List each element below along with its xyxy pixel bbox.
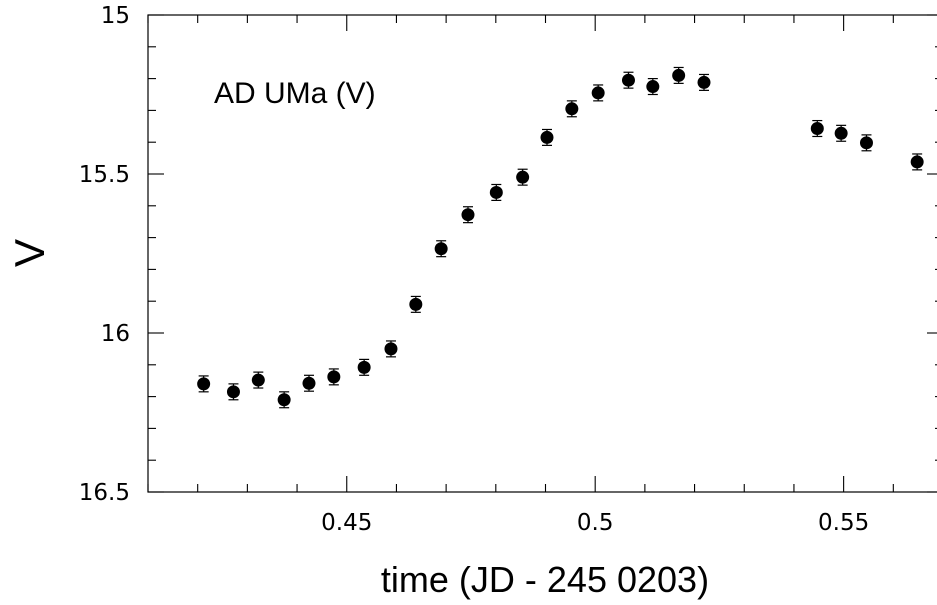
- data-marker: [357, 360, 371, 374]
- data-marker: [565, 102, 579, 116]
- data-marker: [672, 68, 686, 82]
- x-tick-label: 0.55: [818, 510, 869, 536]
- y-axis-label: V: [6, 239, 53, 267]
- data-marker: [621, 73, 635, 87]
- data-marker: [409, 297, 423, 311]
- data-point: [834, 124, 848, 142]
- data-point: [540, 128, 554, 146]
- data-marker: [591, 86, 605, 100]
- data-point: [409, 295, 423, 313]
- data-point: [646, 77, 660, 96]
- data-point: [434, 240, 448, 258]
- data-marker: [489, 185, 503, 199]
- data-marker: [277, 393, 291, 407]
- data-marker: [810, 122, 824, 136]
- y-tick-label: 16.5: [79, 480, 130, 506]
- data-marker: [434, 242, 448, 256]
- data-point: [697, 73, 711, 91]
- data-marker: [834, 126, 848, 140]
- data-point: [810, 119, 824, 138]
- y-tick-label: 15.5: [79, 162, 130, 188]
- data-marker: [697, 75, 711, 89]
- data-point: [302, 374, 316, 392]
- data-point: [565, 100, 579, 118]
- data-marker: [540, 130, 554, 144]
- data-point: [461, 206, 475, 224]
- data-point: [357, 358, 371, 376]
- data-marker: [251, 373, 265, 387]
- data-point: [277, 391, 291, 409]
- data-point: [516, 168, 530, 186]
- x-axis-label: time (JD - 245 0203): [381, 559, 709, 600]
- data-marker: [327, 370, 341, 384]
- data-point: [672, 66, 686, 84]
- data-marker: [516, 170, 530, 184]
- data-point: [621, 71, 635, 89]
- data-marker: [859, 136, 873, 150]
- data-marker: [461, 208, 475, 222]
- axis-tick-labels: 0.45 0.5 0.55 15 15.5 16 16.5: [79, 3, 869, 536]
- data-point: [384, 340, 398, 358]
- data-marker: [302, 376, 316, 390]
- data-marker: [384, 342, 398, 356]
- data-point: [489, 183, 503, 201]
- x-tick-label: 0.45: [321, 510, 372, 536]
- data-point: [327, 368, 341, 386]
- x-tick-label: 0.5: [577, 510, 614, 536]
- data-points: [197, 66, 924, 409]
- y-tick-label: 15: [101, 3, 130, 29]
- chart-annotation: AD UMa (V): [214, 77, 376, 110]
- data-point: [251, 371, 265, 389]
- data-marker: [910, 155, 924, 169]
- data-point: [197, 375, 211, 393]
- data-point: [226, 383, 240, 401]
- data-point: [859, 134, 873, 152]
- axis-ticks: [147, 14, 937, 493]
- data-marker: [197, 377, 211, 391]
- data-marker: [226, 385, 240, 399]
- y-tick-label: 16: [101, 321, 130, 347]
- data-point: [910, 153, 924, 171]
- data-marker: [646, 80, 660, 94]
- data-point: [591, 84, 605, 102]
